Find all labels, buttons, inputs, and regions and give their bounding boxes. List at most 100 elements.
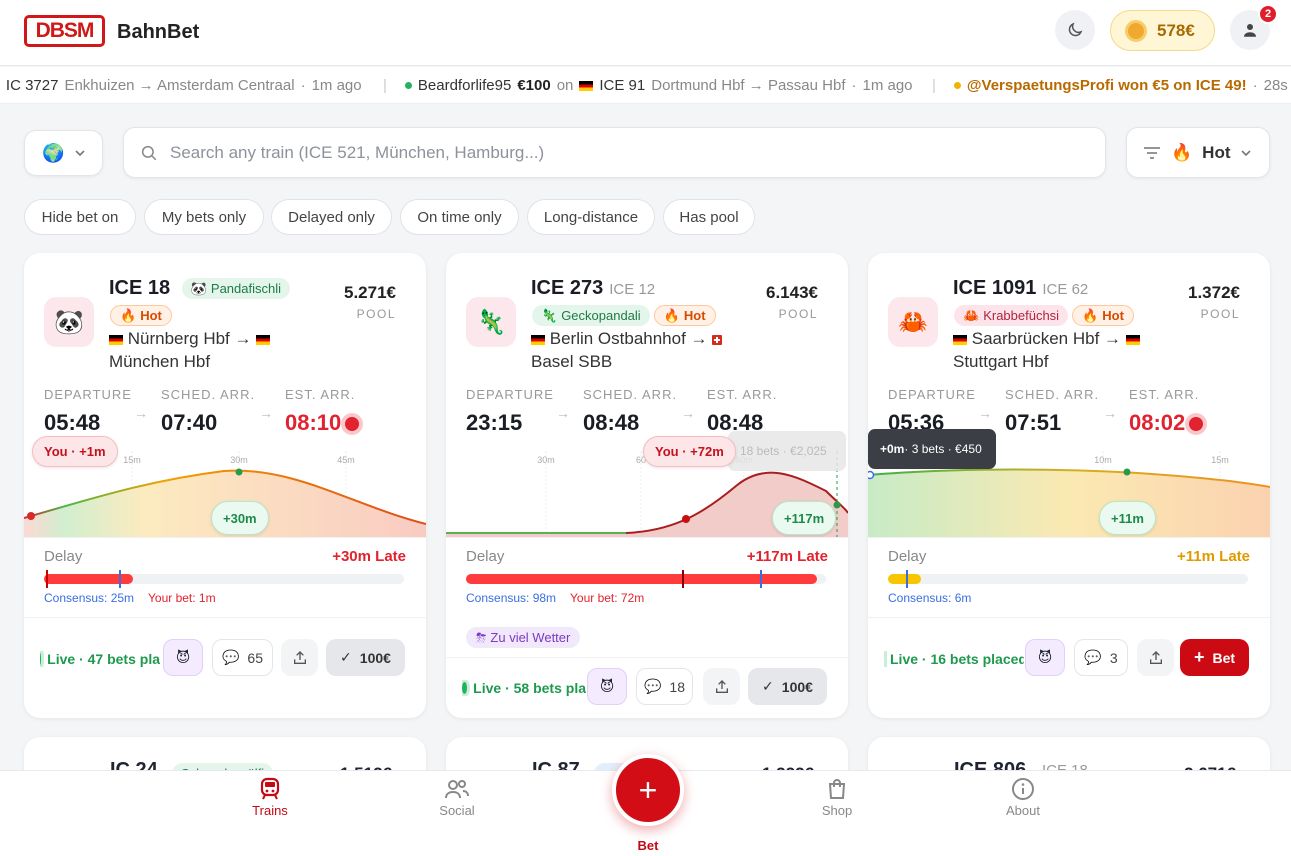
live-dot [40, 653, 42, 665]
comment-count: 18 [669, 678, 685, 695]
train-card[interactable]: 🦎 ICE 273 ICE 12 🦎 Geckopandali 🔥 Hot Berlin… [446, 253, 848, 718]
consensus-marker [119, 570, 121, 588]
train-card[interactable]: 🐼 ICE 18 🐼 Pandafischli 🔥 Hot Nürnberg Hbf… [24, 253, 426, 718]
ticker-on: on [556, 77, 574, 94]
search-bar[interactable] [123, 127, 1106, 178]
live-status: Live · 16 bets placed [884, 651, 1024, 667]
chip-my-bets-only[interactable]: My bets only [144, 199, 264, 235]
ticker-dot: · [851, 77, 857, 94]
sched-label: SCHED. ARR. [583, 387, 678, 402]
share-button[interactable] [703, 668, 740, 705]
share-button[interactable] [281, 639, 318, 676]
delay-fill [888, 574, 921, 584]
nav-social[interactable]: Social [417, 780, 497, 818]
ticker-item: | IC 3727 Enkhuizen → Amsterdam Centraal… [0, 77, 362, 94]
info-icon [1012, 778, 1034, 800]
your-bet-bubble: You · +72m [643, 436, 736, 467]
chip-has-pool[interactable]: Has pool [663, 199, 755, 235]
activity-ticker: | IC 3727 Enkhuizen → Amsterdam Centraal… [0, 67, 1291, 104]
globe-icon: 🌍 [42, 142, 65, 163]
share-button[interactable] [1137, 639, 1174, 676]
search-input[interactable] [170, 142, 1070, 163]
arrow-right-icon: → [681, 405, 695, 421]
sched-time: 07:40 [161, 410, 218, 435]
departure-label: DEPARTURE [466, 387, 554, 402]
place-bet-button[interactable]: + Bet [1180, 639, 1249, 676]
hot-badge-wrap: 🔥 Hot [104, 305, 172, 326]
check-icon: ✓ [340, 649, 352, 665]
bet-label: Bet [1212, 649, 1236, 666]
delay-late-value: +30m Late [332, 548, 406, 565]
mascot-action-button[interactable]: 😈 [163, 639, 203, 676]
train-title: ICE 273 ICE 12 [531, 277, 655, 300]
ticker-item: | Beardforlife95 €100 on ICE 91 Dortmund… [383, 77, 913, 94]
ticker-dot: · [300, 77, 306, 94]
filter-lines-icon [1144, 146, 1160, 159]
sort-selector[interactable]: 🔥 Hot [1126, 127, 1270, 178]
est-label: EST. ARR. [285, 387, 356, 402]
departure-label: DEPARTURE [888, 387, 976, 402]
comments-button[interactable]: 💬 3 [1074, 639, 1128, 676]
ticker-user: Beardforlife95 [417, 77, 512, 94]
region-selector[interactable]: 🌍 [24, 130, 103, 176]
devil-icon: 😈 [175, 649, 191, 665]
mascot-tag: 🦀 Krabbefüchsi [954, 305, 1069, 326]
dark-mode-toggle[interactable] [1055, 10, 1095, 50]
delay-label: Delay [466, 548, 505, 565]
train-card[interactable]: 🦀 ICE 1091 ICE 62 🦀 Krabbefüchsi 🔥 Hot Saarb… [868, 253, 1270, 718]
mascot-action-button[interactable]: 😈 [1025, 639, 1065, 676]
route-from: Nürnberg Hbf → [127, 329, 252, 348]
your-bet-text: Your bet: 72m [570, 591, 645, 605]
your-bet-marker [682, 570, 684, 588]
divider [446, 537, 848, 538]
train-title: ICE 1091 ICE 62 [953, 277, 1088, 300]
mascot-action-button[interactable]: 😈 [587, 668, 627, 705]
weather-label: Zu viel Wetter [490, 630, 571, 645]
est-time: 08:10 [285, 410, 342, 435]
delay-section: Delay +117m Late Consensus: 98m Your bet… [466, 548, 828, 605]
nav-trains[interactable]: Trains [230, 777, 310, 818]
tooltip-text: 18 bets · €2,025 [740, 444, 827, 458]
nav-trains-label: Trains [252, 803, 288, 818]
pool-box: 1.372€ POOL [1188, 283, 1240, 321]
mascot-tag: 🦎 Geckopandali [532, 305, 650, 326]
chip-hide-bet-on[interactable]: Hide bet on [24, 199, 136, 235]
chip-delayed-only[interactable]: Delayed only [271, 199, 392, 235]
live-status: Live · 58 bets pla [462, 680, 586, 696]
consensus-text: Consensus: 25m [44, 591, 135, 605]
ticker-win: @VerspaetungsProfi won €5 on ICE 49! [966, 77, 1247, 94]
placed-bet-button[interactable]: ✓ 100€ [326, 639, 405, 676]
delay-distribution-chart[interactable]: 10m 15m [868, 451, 1270, 537]
chart-tick: 15m [123, 455, 141, 465]
win-dot [953, 82, 961, 89]
hot-badge: 🔥 Hot [110, 305, 172, 326]
tag-row: 🦎 Geckopandali 🔥 Hot [526, 305, 716, 326]
nav-about[interactable]: About [983, 778, 1063, 818]
coin-amount: 578€ [1157, 20, 1195, 40]
delay-section: Delay +11m Late Consensus: 6m [888, 548, 1250, 605]
comments-button[interactable]: 💬 65 [212, 639, 273, 676]
dbsm-logo[interactable]: DBSM [24, 15, 105, 47]
chip-on-time-only[interactable]: On time only [400, 199, 519, 235]
route-from: Berlin Ostbahnhof → [549, 329, 708, 348]
chip-long-distance[interactable]: Long-distance [527, 199, 655, 235]
hot-label: Hot [1102, 308, 1124, 323]
bet-amount: 100€ [781, 678, 813, 695]
share-icon [715, 679, 728, 693]
comments-button[interactable]: 💬 18 [636, 668, 693, 705]
placed-bet-button[interactable]: ✓ 100€ [748, 668, 827, 705]
ticker-train: IC 3727 [5, 77, 59, 94]
divider [868, 537, 1270, 538]
fire-icon: 🔥 [663, 307, 680, 323]
mascot-name: Pandafischli [210, 281, 282, 297]
live-dot [462, 682, 468, 694]
fire-icon: 🔥 [120, 307, 137, 323]
coin-balance[interactable]: 578€ [1110, 10, 1215, 51]
nav-shop[interactable]: Shop [797, 779, 877, 818]
arrow-right-icon: → [556, 405, 570, 421]
ticker-amount: €100 [517, 77, 551, 94]
delay-late-value: +117m Late [746, 548, 828, 565]
new-bet-fab[interactable]: + [612, 754, 684, 826]
chevron-down-icon [1240, 149, 1251, 156]
hot-badge: 🔥 Hot [1072, 305, 1134, 326]
